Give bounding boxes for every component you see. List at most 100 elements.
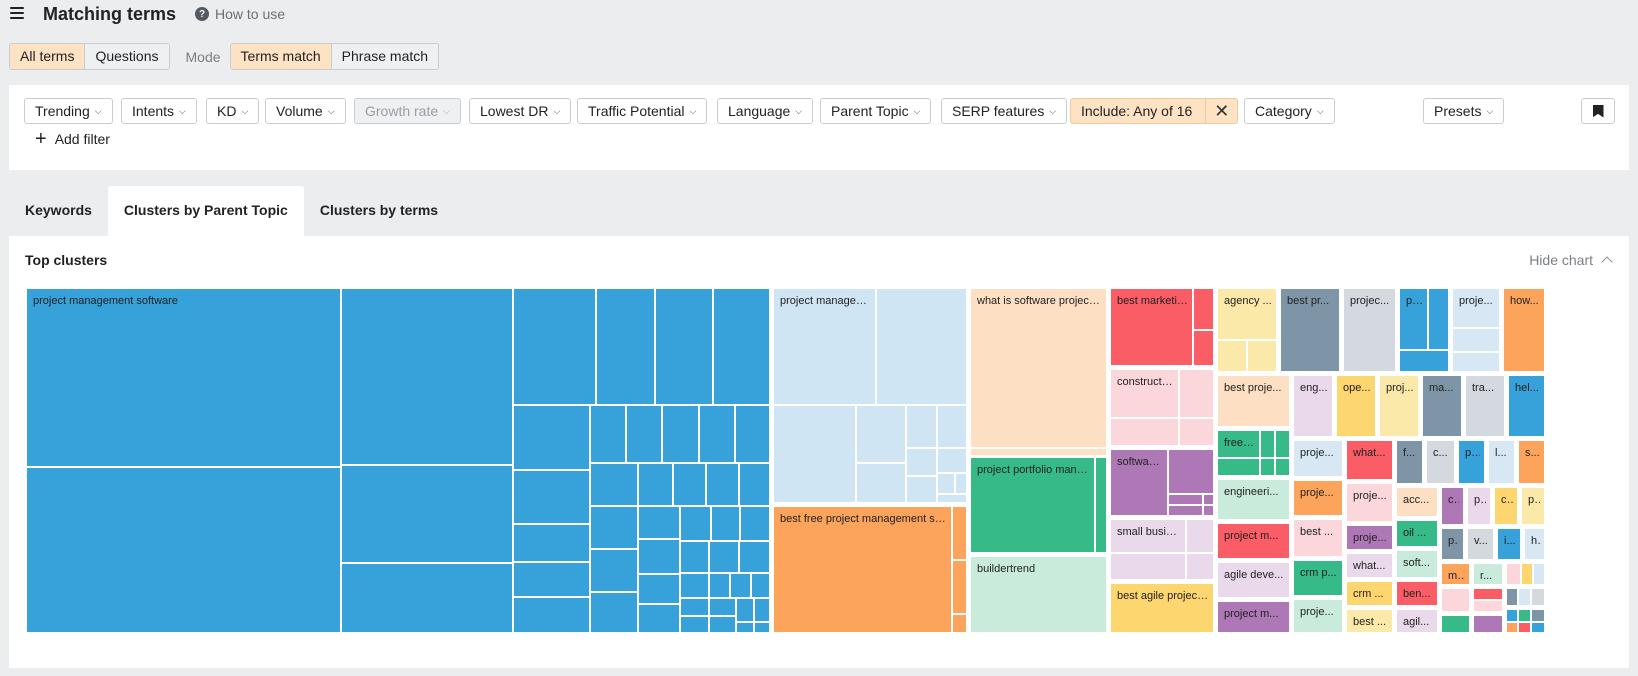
hide-chart-button[interactable]: Hide chart	[1529, 252, 1613, 268]
treemap-cell[interactable]	[662, 405, 699, 463]
treemap-cell[interactable]: best ...	[1293, 519, 1343, 557]
treemap-cell[interactable]	[655, 288, 713, 405]
treemap-cell[interactable]	[1186, 519, 1214, 553]
treemap-cell[interactable]: software development project management	[1110, 449, 1168, 516]
treemap-cell[interactable]	[680, 598, 709, 616]
treemap-cell[interactable]: tra...	[1465, 375, 1505, 437]
treemap-cell[interactable]	[1399, 350, 1449, 372]
treemap-cell[interactable]	[638, 506, 680, 539]
treemap-cell[interactable]	[937, 448, 967, 473]
treemap-cell[interactable]	[876, 288, 967, 405]
treemap-cell[interactable]: p...	[1521, 487, 1545, 525]
treemap-cell[interactable]	[1186, 553, 1214, 580]
treemap-cell[interactable]	[590, 592, 638, 633]
treemap-cell[interactable]	[1217, 458, 1260, 476]
treemap-cell[interactable]: what...	[1346, 553, 1393, 578]
treemap-cell[interactable]	[1533, 563, 1545, 585]
treemap-cell[interactable]: proje...	[1293, 599, 1343, 633]
treemap-cell[interactable]	[1275, 458, 1290, 476]
treemap-cell[interactable]	[730, 573, 751, 598]
treemap-cell[interactable]: f...	[1396, 440, 1423, 484]
treemap-cell[interactable]	[513, 405, 590, 470]
treemap-cell[interactable]	[680, 616, 709, 633]
treemap-cell[interactable]	[1531, 588, 1545, 606]
treemap-cell[interactable]: small business project management	[1110, 519, 1186, 553]
treemap-cell[interactable]: best marketing project management	[1110, 288, 1193, 366]
filter-kd[interactable]: KD ⌵	[206, 98, 260, 124]
treemap-cell[interactable]: proje...	[1346, 525, 1393, 550]
filter-include[interactable]: Include: Any of 16 ✕	[1070, 98, 1239, 124]
filter-category[interactable]: Category ⌵	[1244, 98, 1335, 124]
treemap-cell[interactable]	[1506, 563, 1521, 585]
treemap-cell[interactable]: ma...	[1422, 375, 1462, 437]
treemap-cell[interactable]	[26, 467, 341, 633]
treemap-cell[interactable]	[751, 573, 770, 598]
treemap-cell[interactable]	[1095, 457, 1107, 553]
treemap-cell[interactable]	[513, 524, 590, 562]
treemap-cell[interactable]	[1110, 418, 1179, 446]
treemap-cell[interactable]	[1506, 588, 1518, 606]
treemap-cell[interactable]: project m...	[1217, 601, 1290, 633]
treemap-cell[interactable]: agile deve...	[1217, 562, 1290, 598]
treemap-cell[interactable]	[937, 405, 967, 448]
treemap-cell[interactable]	[626, 405, 662, 463]
treemap-cell[interactable]	[709, 598, 736, 616]
treemap-cell[interactable]: proje...	[1293, 480, 1343, 516]
treemap-cell[interactable]	[937, 473, 955, 494]
treemap-cell[interactable]: ope...	[1336, 375, 1376, 437]
treemap-cell[interactable]: project management tools	[773, 288, 876, 405]
treemap-cell[interactable]: project management software	[26, 288, 341, 467]
treemap-cell[interactable]	[1441, 615, 1470, 633]
treemap-cell[interactable]: best proje...	[1217, 375, 1290, 427]
treemap-cell[interactable]	[1203, 505, 1214, 516]
treemap-cell[interactable]	[1168, 494, 1203, 505]
filter-intents[interactable]: Intents ⌵	[121, 98, 197, 124]
treemap-cell[interactable]	[673, 463, 706, 506]
treemap-cell[interactable]: acc...	[1396, 487, 1438, 517]
treemap-cell[interactable]	[1217, 340, 1247, 372]
treemap-cell[interactable]	[856, 405, 906, 463]
treemap-cell[interactable]: oil ...	[1396, 520, 1438, 547]
treemap-cell[interactable]: c...	[1494, 487, 1518, 525]
treemap-cell[interactable]	[773, 405, 856, 503]
treemap-cell[interactable]	[955, 473, 967, 494]
treemap-cell[interactable]	[1260, 458, 1275, 476]
treemap-cell[interactable]: hel...	[1508, 375, 1545, 437]
treemap-cell[interactable]: buildertrend	[970, 556, 1107, 633]
treemap-cell[interactable]: h...	[1524, 528, 1545, 560]
treemap-cell[interactable]	[754, 622, 770, 633]
treemap-cell[interactable]: best ...	[1346, 609, 1393, 633]
treemap-cell[interactable]	[735, 405, 770, 463]
treemap-cell[interactable]: c...	[1441, 487, 1464, 525]
treemap-cell[interactable]	[680, 506, 711, 541]
treemap-cell[interactable]: proj...	[1379, 375, 1419, 437]
treemap-cell[interactable]	[680, 541, 709, 573]
treemap-cell[interactable]: proje...	[1452, 288, 1500, 328]
tab-keywords[interactable]: Keywords	[25, 202, 92, 218]
filter-language[interactable]: Language ⌵	[717, 98, 814, 124]
treemap-cell[interactable]: p...	[1441, 528, 1464, 560]
how-to-use-link[interactable]: ? How to use	[195, 6, 285, 22]
treemap-cell[interactable]: l...	[1488, 440, 1515, 484]
treemap-cell[interactable]	[1441, 588, 1470, 612]
treemap-cell[interactable]	[341, 288, 513, 465]
treemap-cell[interactable]: p...	[1467, 487, 1491, 525]
treemap-cell[interactable]: project m...	[1217, 523, 1290, 559]
treemap-cell[interactable]	[906, 405, 937, 448]
treemap-cell[interactable]	[1473, 588, 1503, 600]
treemap-cell[interactable]: crm ...	[1346, 581, 1393, 606]
treemap-cell[interactable]: ben...	[1396, 581, 1438, 606]
bookmark-button[interactable]	[1581, 98, 1615, 124]
treemap-cell[interactable]	[1518, 622, 1531, 633]
treemap-cell[interactable]	[341, 465, 513, 563]
mode-option-terms-match[interactable]: Terms match	[230, 44, 331, 69]
treemap-cell[interactable]	[740, 506, 770, 541]
treemap-cell[interactable]	[680, 573, 709, 598]
treemap-cell[interactable]: best agile project management	[1110, 583, 1214, 633]
treemap-cell[interactable]	[1506, 609, 1518, 622]
treemap-cell[interactable]: eng...	[1293, 375, 1333, 437]
treemap-cell[interactable]	[1193, 288, 1214, 330]
treemap-cell[interactable]	[590, 463, 638, 506]
treemap-cell[interactable]	[638, 604, 680, 633]
treemap-cell[interactable]	[1168, 505, 1203, 516]
